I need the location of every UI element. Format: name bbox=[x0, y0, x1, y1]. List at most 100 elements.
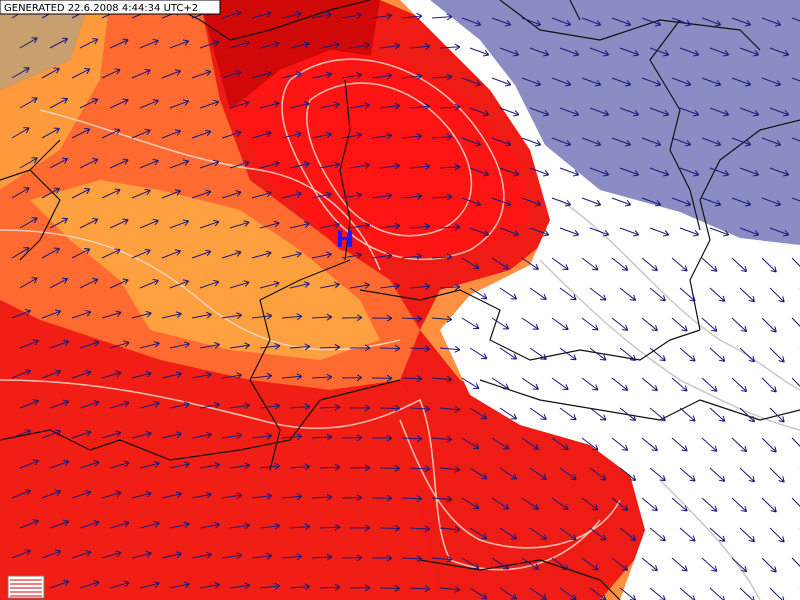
wind-arrow bbox=[769, 467, 785, 483]
wind-arrow bbox=[791, 17, 800, 22]
wind-arrow bbox=[401, 13, 423, 20]
wind-arrow bbox=[71, 549, 92, 559]
isobar bbox=[559, 199, 800, 391]
wind-arrow bbox=[761, 497, 777, 513]
wind-arrow bbox=[221, 432, 243, 440]
wind-arrow bbox=[409, 223, 431, 230]
wind-arrow bbox=[611, 137, 632, 147]
wind-arrow bbox=[641, 377, 658, 392]
wind-arrow bbox=[701, 557, 718, 572]
wind-arrow bbox=[491, 557, 510, 570]
wind-arrow bbox=[559, 47, 580, 57]
wind-arrow bbox=[521, 257, 539, 270]
wind-arrow bbox=[581, 497, 599, 511]
wind-arrow bbox=[469, 287, 488, 300]
wind-arrow bbox=[11, 309, 31, 319]
wind-arrow bbox=[229, 582, 251, 590]
wind-arrow bbox=[409, 43, 431, 50]
wind-arrow bbox=[281, 11, 302, 19]
wind-arrow bbox=[319, 41, 340, 49]
wind-arrow bbox=[379, 162, 401, 170]
wind-arrow bbox=[349, 524, 371, 532]
wind-arrow bbox=[251, 190, 272, 199]
wind-arrow bbox=[311, 493, 333, 501]
wind-arrow bbox=[529, 227, 550, 237]
wind-arrow bbox=[169, 219, 190, 229]
wind-arrow bbox=[461, 377, 480, 390]
wind-arrow bbox=[619, 107, 640, 117]
wind-arrow bbox=[19, 399, 39, 409]
wind-arrow bbox=[229, 402, 251, 410]
wind-arrow bbox=[499, 407, 518, 420]
wind-arrow bbox=[769, 47, 790, 57]
wind-arrow bbox=[341, 72, 363, 79]
wind-arrow bbox=[709, 287, 726, 302]
wind-arrow bbox=[551, 77, 572, 87]
wind-arrow bbox=[131, 370, 152, 379]
wind-arrow bbox=[739, 167, 760, 177]
wind-arrow bbox=[71, 429, 92, 439]
wind-arrow bbox=[341, 252, 363, 259]
wind-arrow bbox=[139, 340, 160, 349]
wind-arrow bbox=[589, 467, 607, 481]
wind-arrow bbox=[559, 467, 577, 481]
wind-arrow bbox=[341, 314, 363, 322]
wind-arrow bbox=[131, 248, 151, 259]
wind-arrow bbox=[19, 519, 39, 529]
wind-arrow bbox=[79, 98, 99, 109]
wind-arrow bbox=[319, 583, 341, 591]
wind-arrow bbox=[589, 347, 607, 361]
wind-arrow bbox=[649, 287, 666, 302]
wind-arrow bbox=[49, 37, 69, 49]
wind-arrow bbox=[229, 40, 250, 49]
wind-arrow bbox=[521, 137, 542, 147]
wind-arrow bbox=[139, 400, 160, 409]
wind-arrow bbox=[409, 103, 431, 110]
wind-arrow bbox=[521, 437, 539, 450]
wind-arrow bbox=[401, 435, 423, 443]
wind-arrow bbox=[581, 197, 602, 207]
wind-arrow bbox=[101, 370, 122, 379]
wind-arrow bbox=[311, 131, 332, 139]
wind-arrow bbox=[529, 467, 547, 480]
wind-arrow bbox=[319, 523, 341, 531]
wind-arrow bbox=[499, 347, 518, 360]
wind-arrow bbox=[289, 41, 310, 49]
wind-arrow bbox=[559, 167, 580, 177]
wind-arrow bbox=[439, 103, 461, 111]
wind-arrow bbox=[671, 197, 692, 207]
wind-arrow bbox=[139, 98, 159, 109]
wind-arrow bbox=[251, 432, 273, 440]
wind-arrow bbox=[259, 100, 280, 109]
wind-arrow bbox=[251, 552, 273, 560]
wind-arrow bbox=[229, 522, 251, 530]
wind-arrow bbox=[491, 497, 510, 510]
wind-arrow bbox=[401, 193, 423, 200]
wind-arrow bbox=[431, 495, 453, 503]
wind-arrow bbox=[439, 283, 461, 291]
wind-arrow bbox=[161, 249, 182, 259]
wind-arrow bbox=[109, 278, 129, 289]
wind-arrow bbox=[589, 107, 610, 117]
wind-arrow bbox=[79, 38, 99, 49]
wind-arrow bbox=[371, 494, 393, 502]
wind-arrow bbox=[731, 317, 748, 333]
wind-arrow bbox=[701, 317, 718, 332]
wind-arrow bbox=[731, 197, 752, 207]
wind-arrow bbox=[769, 287, 785, 303]
wind-arrow bbox=[251, 492, 273, 500]
wind-arrow bbox=[41, 369, 62, 379]
wind-field bbox=[11, 7, 800, 600]
wind-arrow bbox=[469, 407, 488, 420]
wind-arrow bbox=[739, 47, 760, 57]
wind-arrow bbox=[529, 527, 547, 540]
wind-arrow bbox=[281, 553, 303, 561]
tan-region bbox=[0, 0, 90, 90]
wind-arrow bbox=[581, 317, 599, 331]
wind-arrow bbox=[641, 17, 662, 27]
wind-arrow bbox=[131, 310, 152, 319]
wind-arrow bbox=[529, 287, 547, 300]
wind-arrow bbox=[791, 437, 800, 447]
dark-red-region bbox=[200, 0, 380, 110]
wind-arrow bbox=[611, 77, 632, 87]
